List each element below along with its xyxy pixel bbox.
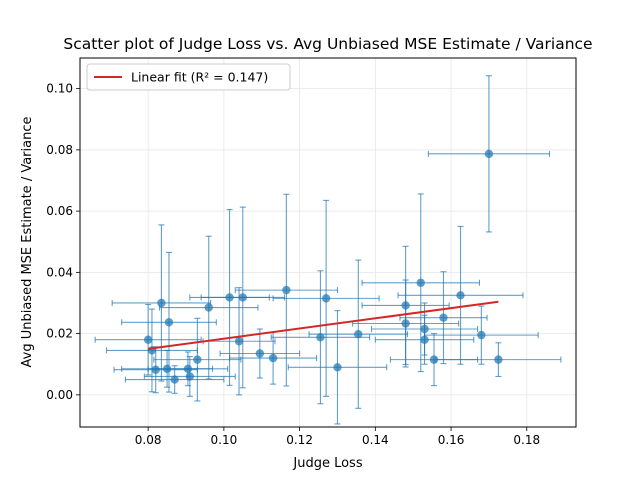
x-tick-label: 0.18 — [513, 433, 540, 447]
data-point — [494, 355, 503, 364]
y-tick-label: 0.00 — [46, 388, 73, 402]
data-point — [157, 298, 166, 308]
data-point — [282, 285, 291, 295]
data-point — [420, 324, 429, 334]
data-point — [234, 337, 244, 346]
data-point — [477, 330, 486, 340]
y-tick-label: 0.10 — [46, 82, 73, 96]
data-point — [429, 355, 439, 364]
data-point — [484, 149, 494, 159]
data-point — [333, 363, 342, 372]
data-point — [316, 333, 325, 342]
grid-lines — [80, 58, 576, 427]
data-point — [321, 294, 331, 303]
data-point — [456, 291, 465, 300]
data-point — [193, 355, 202, 364]
x-tick-label: 0.14 — [362, 433, 389, 447]
x-axis-label: Judge Loss — [292, 456, 362, 471]
data-point — [439, 313, 448, 322]
data-point — [401, 301, 410, 310]
y-axis-ticks: 0.00 0.02 0.04 0.06 0.08 0.10 — [46, 82, 80, 402]
data-point — [238, 293, 248, 302]
y-tick-label: 0.08 — [46, 143, 73, 157]
data-point — [162, 364, 172, 374]
fit-line — [148, 300, 499, 350]
data-point — [143, 335, 153, 344]
data-point — [255, 349, 265, 358]
data-point — [354, 330, 363, 339]
data-point — [185, 372, 195, 381]
x-tick-label: 0.08 — [135, 433, 162, 447]
data-point — [420, 335, 429, 344]
data-point — [164, 318, 174, 327]
y-axis-label: Avg Unbiased MSE Estimate / Variance — [20, 117, 35, 368]
data-point — [170, 375, 179, 384]
data-point — [416, 278, 425, 287]
x-tick-label: 0.10 — [211, 433, 238, 447]
y-tick-label: 0.04 — [46, 265, 73, 279]
y-tick-label: 0.02 — [46, 327, 73, 341]
data-point — [183, 364, 193, 374]
legend: Linear fit (R² = 0.147) — [86, 63, 291, 91]
data-point — [401, 319, 410, 328]
data-point — [225, 293, 234, 302]
x-tick-label: 0.12 — [286, 433, 313, 447]
fit-line-group — [148, 300, 499, 350]
chart-title: Scatter plot of Judge Loss vs. Avg Unbia… — [63, 35, 592, 53]
data-point — [151, 365, 160, 374]
x-tick-label: 0.16 — [438, 433, 465, 447]
plot-frame — [79, 57, 577, 428]
data-point — [204, 303, 213, 312]
legend-box — [86, 63, 291, 91]
data-point — [268, 353, 278, 363]
x-axis-ticks: 0.08 0.10 0.12 0.14 0.16 0.18 — [135, 427, 540, 447]
legend-fit-label: Linear fit (R² = 0.147) — [131, 70, 268, 85]
data-points — [143, 149, 503, 384]
y-tick-label: 0.06 — [46, 204, 73, 218]
